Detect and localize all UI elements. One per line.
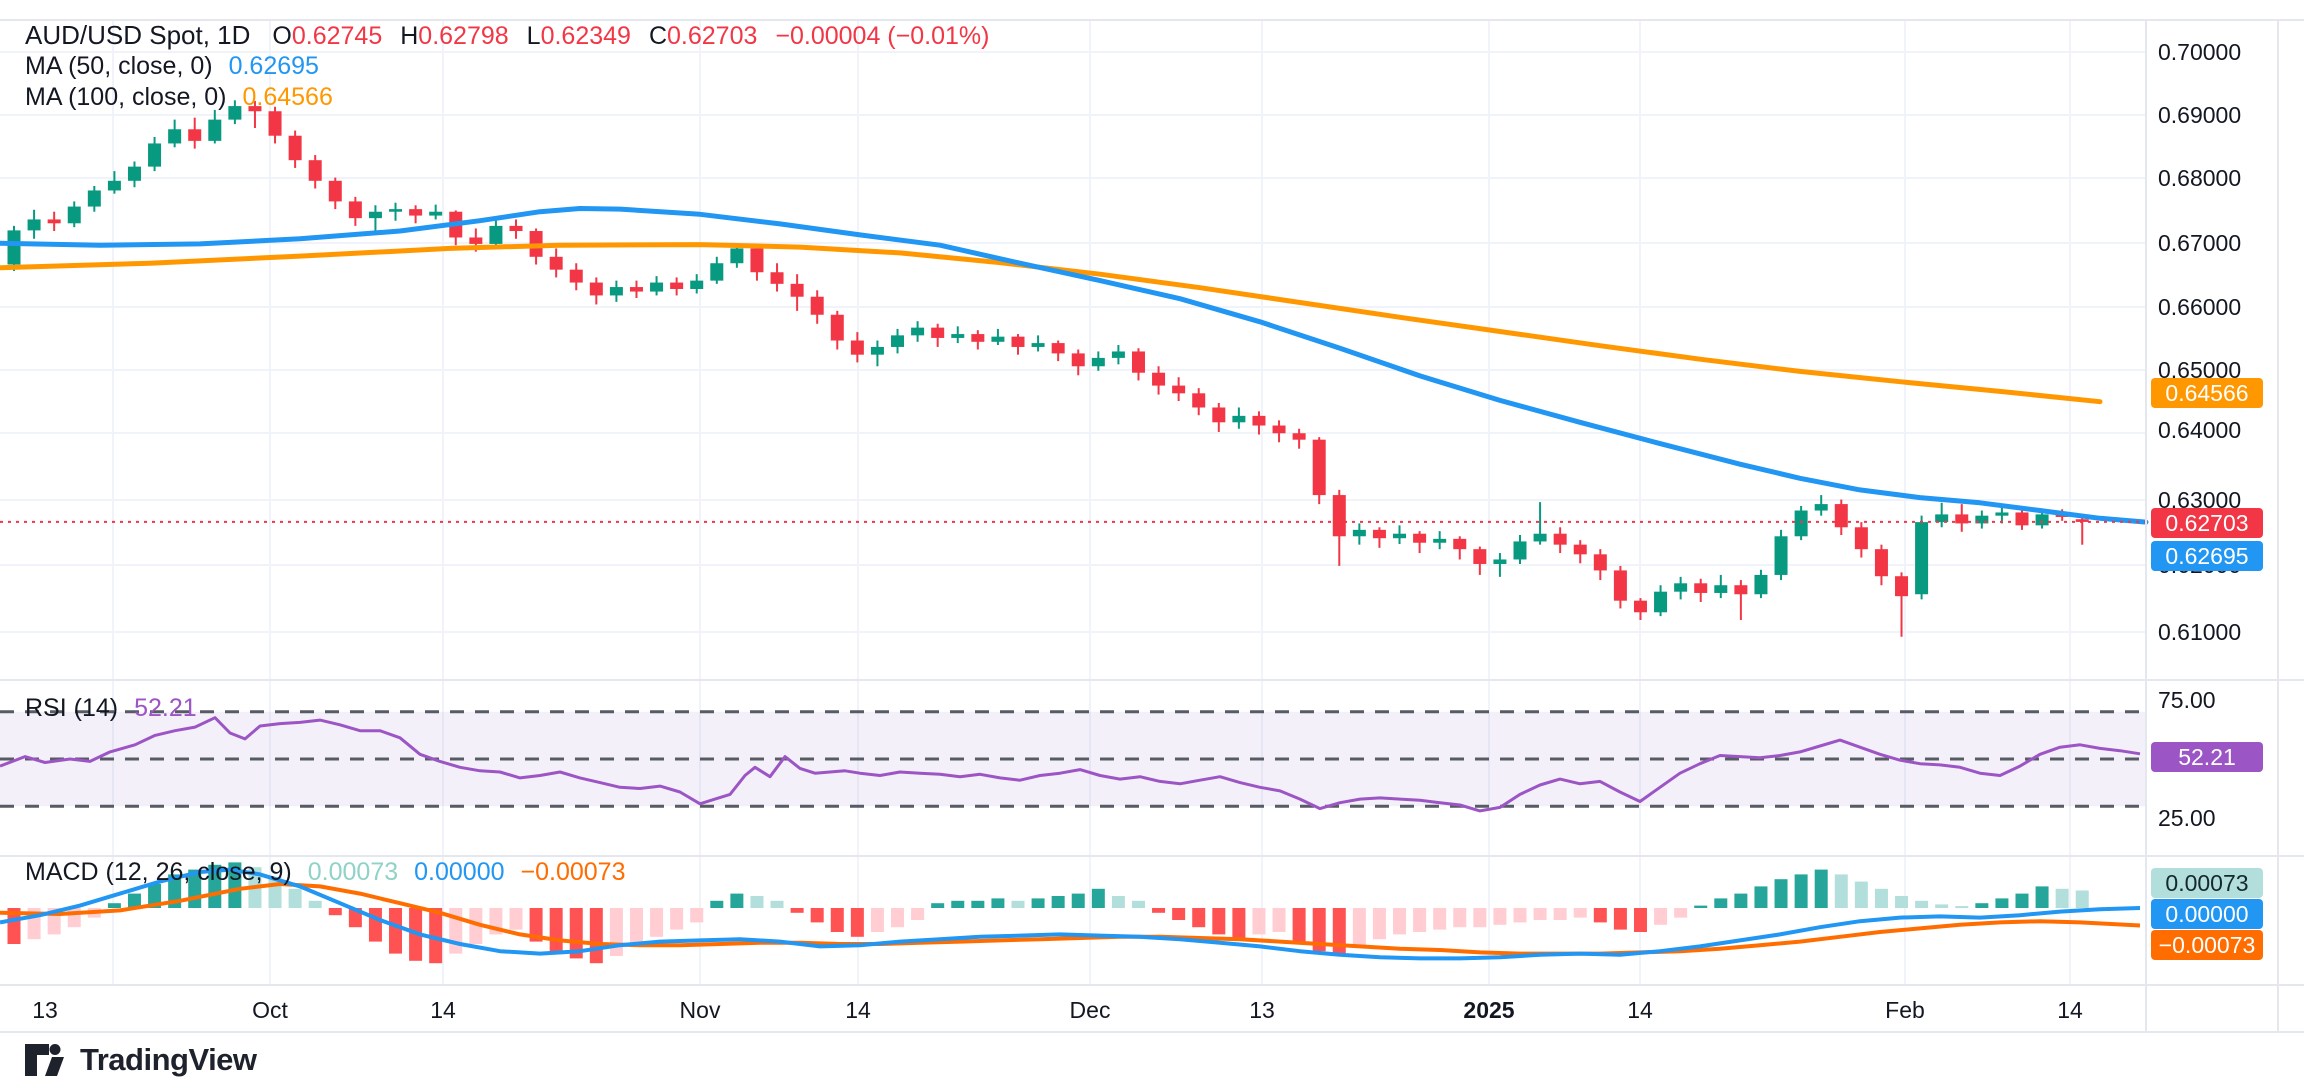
ma50-value: 0.62695 bbox=[228, 52, 319, 80]
low-label: L bbox=[526, 22, 541, 50]
close-value: 0.62703 bbox=[667, 22, 758, 50]
symbol-legend-row[interactable]: AUD/USD Spot, 1D O0.62745 H0.62798 L0.62… bbox=[25, 20, 1007, 51]
macd-line-value: 0.00000 bbox=[414, 858, 505, 886]
open-label: O bbox=[272, 22, 292, 50]
rsi-legend-row[interactable]: RSI (14) 52.21 bbox=[25, 694, 213, 723]
tradingview-logo-text: TradingView bbox=[80, 1042, 257, 1077]
low-value: 0.62349 bbox=[540, 22, 631, 50]
high-label: H bbox=[400, 22, 419, 50]
symbol-title[interactable]: AUD/USD Spot, 1D bbox=[25, 20, 251, 50]
ma100-label[interactable]: MA (100, close, 0) bbox=[25, 83, 227, 111]
ma50-label[interactable]: MA (50, close, 0) bbox=[25, 52, 213, 80]
macd-hist-value: 0.00073 bbox=[307, 858, 399, 886]
rsi-label[interactable]: RSI (14) bbox=[25, 694, 119, 722]
high-value: 0.62798 bbox=[418, 22, 509, 50]
macd-legend-row[interactable]: MACD (12, 26, close, 9) 0.00073 0.00000 … bbox=[25, 858, 641, 887]
macd-signal-value: −0.00073 bbox=[520, 858, 626, 886]
ma50-legend-row[interactable]: MA (50, close, 0) 0.62695 bbox=[25, 52, 335, 81]
rsi-value: 52.21 bbox=[134, 694, 197, 722]
ma100-value: 0.64566 bbox=[242, 83, 333, 111]
open-value: 0.62745 bbox=[291, 22, 383, 50]
macd-label[interactable]: MACD (12, 26, close, 9) bbox=[25, 858, 292, 886]
tradingview-logo-icon bbox=[25, 1044, 64, 1076]
change-value: −0.00004 (−0.01%) bbox=[775, 22, 990, 50]
tradingview-logo[interactable]: TradingView bbox=[24, 1042, 257, 1078]
ma100-legend-row[interactable]: MA (100, close, 0) 0.64566 bbox=[25, 83, 349, 112]
close-label: C bbox=[648, 22, 668, 50]
